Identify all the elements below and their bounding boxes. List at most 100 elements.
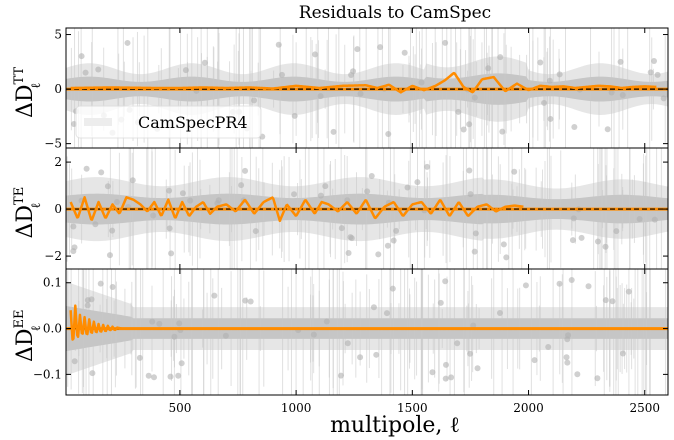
panel-te: −2 0 2 ΔDTEℓ bbox=[12, 147, 669, 270]
data-point bbox=[556, 71, 563, 78]
y-axis-label-tt: ΔDTTℓ bbox=[12, 67, 44, 118]
x-tick-label: 500 bbox=[168, 401, 191, 415]
data-point bbox=[368, 173, 375, 180]
data-point bbox=[166, 225, 173, 232]
data-point bbox=[149, 318, 156, 325]
residual-curve-te bbox=[69, 196, 524, 223]
data-point bbox=[613, 228, 620, 235]
data-point bbox=[574, 371, 581, 378]
data-point bbox=[348, 235, 355, 242]
data-point bbox=[176, 320, 183, 327]
data-point bbox=[429, 369, 436, 376]
data-point bbox=[594, 238, 601, 245]
data-point bbox=[344, 197, 351, 204]
data-point bbox=[348, 71, 355, 78]
data-point bbox=[275, 41, 282, 48]
panel-tt: −5 0 5 ΔDTTℓ bbox=[12, 27, 669, 151]
data-point bbox=[357, 90, 364, 97]
data-point bbox=[179, 190, 186, 197]
data-point bbox=[654, 71, 661, 78]
data-point bbox=[619, 91, 626, 98]
data-point bbox=[568, 277, 575, 284]
data-point bbox=[467, 191, 474, 198]
data-point bbox=[651, 57, 658, 64]
data-point bbox=[151, 374, 158, 381]
data-point bbox=[418, 79, 425, 86]
data-point bbox=[338, 225, 345, 232]
data-point bbox=[106, 252, 113, 259]
data-point bbox=[556, 280, 563, 287]
legend-entry: CamSpecPR4 bbox=[138, 113, 248, 132]
data-point bbox=[97, 280, 104, 287]
data-point bbox=[500, 241, 507, 248]
data-point bbox=[442, 39, 449, 46]
data-point bbox=[594, 375, 601, 382]
data-point bbox=[647, 69, 654, 76]
data-point bbox=[389, 285, 396, 292]
y-tick-label: 5 bbox=[54, 28, 62, 42]
panels-group: −5 0 5 ΔDTTℓ −2 0 2 ΔDTEℓ −0.1 0.0 0.1 ΔDEE ℓ 500 1000… bbox=[12, 27, 669, 415]
data-point bbox=[124, 39, 131, 46]
data-point bbox=[88, 296, 95, 303]
data-point bbox=[201, 59, 208, 66]
data-point bbox=[129, 177, 136, 184]
data-point bbox=[563, 354, 570, 361]
data-point bbox=[317, 192, 324, 199]
data-point bbox=[503, 254, 510, 261]
data-point bbox=[485, 65, 492, 72]
data-point bbox=[330, 128, 337, 135]
data-point bbox=[537, 59, 544, 66]
data-point bbox=[496, 310, 503, 317]
data-point bbox=[448, 374, 455, 381]
data-point bbox=[242, 297, 249, 304]
data-point bbox=[466, 167, 473, 174]
data-point bbox=[317, 93, 324, 100]
data-point bbox=[437, 299, 444, 306]
data-point bbox=[660, 95, 667, 102]
data-point bbox=[474, 365, 481, 372]
data-point bbox=[175, 372, 182, 379]
data-point bbox=[71, 358, 78, 365]
legend-box bbox=[75, 105, 262, 139]
data-point bbox=[70, 121, 77, 128]
data-point bbox=[511, 168, 518, 175]
y-axis-label-ee: ΔDEE ℓ bbox=[12, 309, 44, 362]
data-point bbox=[357, 354, 364, 361]
data-point bbox=[375, 251, 382, 258]
x-tick-label: 1000 bbox=[281, 401, 312, 415]
y-tick-label: 0 bbox=[54, 82, 62, 96]
data-point bbox=[546, 77, 553, 84]
data-point bbox=[168, 250, 175, 257]
data-point bbox=[471, 94, 478, 101]
data-point bbox=[401, 49, 408, 56]
data-point bbox=[82, 69, 89, 76]
data-point bbox=[109, 284, 116, 291]
x-axis-label: multipole, ℓ bbox=[330, 413, 460, 438]
data-point bbox=[625, 288, 632, 295]
data-point bbox=[604, 126, 611, 133]
data-point bbox=[565, 332, 572, 339]
data-point bbox=[454, 340, 461, 347]
legend: CamSpecPR4 bbox=[75, 105, 262, 139]
data-point bbox=[585, 283, 592, 290]
data-point bbox=[385, 131, 392, 138]
plot-area-tt bbox=[66, 28, 668, 148]
data-point bbox=[467, 350, 474, 357]
data-point bbox=[384, 242, 391, 249]
panel-frame bbox=[65, 268, 669, 396]
data-point bbox=[178, 360, 185, 367]
data-point bbox=[322, 183, 329, 190]
data-point bbox=[109, 227, 116, 234]
data-point bbox=[497, 54, 504, 61]
data-point bbox=[608, 89, 615, 96]
data-point bbox=[499, 128, 506, 135]
data-point bbox=[70, 248, 77, 255]
data-point bbox=[383, 310, 390, 317]
data-point bbox=[651, 216, 658, 223]
data-point bbox=[344, 340, 351, 347]
data-point bbox=[470, 322, 477, 329]
data-point bbox=[278, 71, 285, 78]
data-point bbox=[104, 183, 111, 190]
y-tick-label: −2 bbox=[44, 249, 62, 263]
data-point bbox=[636, 215, 643, 222]
